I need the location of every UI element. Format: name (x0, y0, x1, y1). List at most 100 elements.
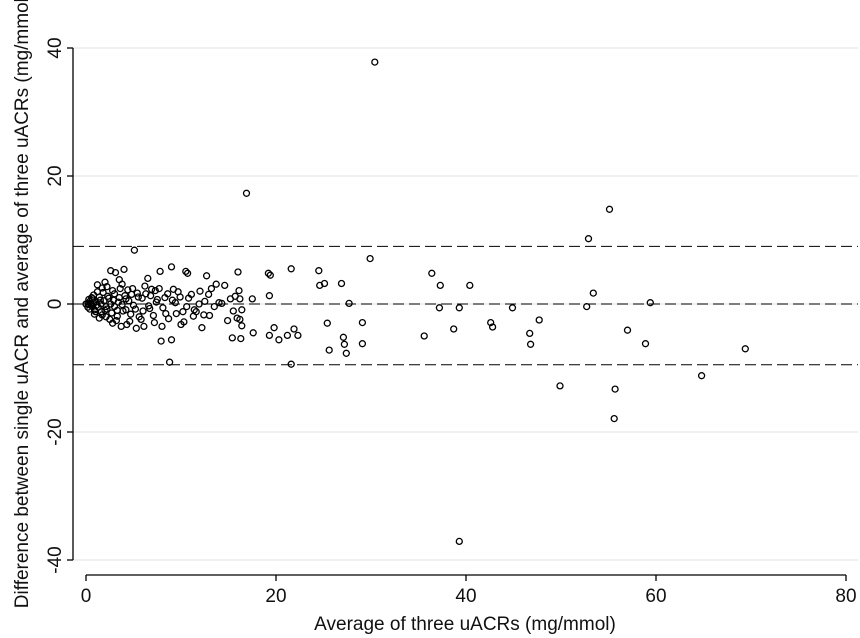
data-point (287, 265, 295, 273)
data-point (210, 302, 218, 311)
data-point (196, 287, 204, 295)
data-point (155, 284, 163, 293)
data-point (235, 286, 243, 295)
data-point (584, 235, 593, 243)
data-point (290, 325, 298, 333)
data-point (128, 284, 137, 293)
data-point (466, 281, 474, 290)
data-point (233, 314, 241, 322)
data-point (535, 316, 543, 324)
data-point (223, 316, 232, 325)
data-point (420, 332, 428, 340)
data-point (135, 313, 143, 321)
data-point (242, 189, 251, 197)
data-point (226, 295, 235, 303)
data-point (167, 336, 176, 344)
data-point (526, 329, 534, 338)
data-point (133, 289, 141, 297)
x-tick-label: 80 (835, 586, 856, 607)
reference-lines (73, 245, 858, 366)
data-point (229, 307, 237, 315)
data-point (85, 295, 93, 304)
data-point (741, 345, 749, 353)
data-point (158, 322, 166, 331)
data-point (145, 302, 153, 310)
data-point (589, 289, 597, 297)
data-point (177, 320, 185, 329)
data-point (488, 323, 497, 331)
data-point (238, 306, 246, 314)
data-point (113, 306, 121, 315)
data-point (157, 337, 165, 345)
data-point (161, 293, 169, 302)
data-point (172, 309, 180, 318)
data-point (287, 360, 295, 368)
data-point (641, 340, 650, 348)
data-point (164, 315, 173, 323)
data-point (202, 272, 211, 280)
y-tick-label: -40 (45, 546, 66, 573)
data-point (167, 263, 176, 271)
data-point (101, 278, 109, 286)
data-point (168, 296, 177, 304)
axes: -40 -20 0 20 40 0 20 40 60 80 (45, 37, 857, 607)
data-point (122, 295, 130, 303)
data-point (265, 292, 274, 300)
data-point (238, 322, 246, 330)
data-point (234, 268, 242, 276)
data-point (646, 299, 654, 307)
data-point (121, 292, 129, 300)
data-point (358, 318, 367, 327)
data-point (228, 334, 236, 342)
data-point (371, 58, 379, 66)
x-tick-label: 0 (81, 586, 92, 607)
data-point (455, 537, 463, 546)
data-point (205, 311, 214, 320)
data-point (182, 267, 190, 276)
data-point (218, 299, 226, 308)
data-point (118, 300, 126, 309)
data-point (98, 284, 106, 292)
data-point (132, 324, 140, 332)
data-point (697, 372, 706, 380)
data-point (294, 331, 302, 340)
data-point (264, 269, 273, 277)
data-point (450, 325, 458, 333)
data-point (325, 346, 333, 354)
data-point (195, 300, 203, 308)
y-tick-label: 20 (45, 165, 66, 186)
data-point (165, 358, 174, 366)
data-point (176, 293, 184, 301)
data-point (435, 304, 444, 312)
data-point (610, 414, 618, 423)
data-point (315, 267, 323, 275)
data-point (95, 314, 103, 322)
x-axis-title: Average of three uACRs (mg/mmol) (314, 614, 616, 635)
data-point (123, 320, 131, 329)
data-point (142, 290, 150, 298)
data-point (108, 319, 117, 327)
data-point (140, 322, 148, 331)
data-point (611, 385, 619, 393)
y-tick-label: 0 (45, 299, 66, 310)
data-point (508, 304, 517, 312)
y-tick-label: 40 (45, 37, 66, 58)
data-point (366, 254, 374, 263)
data-point (144, 274, 152, 283)
data-point (270, 324, 278, 332)
data-point (556, 382, 564, 390)
data-point (237, 334, 245, 343)
data-point (152, 298, 160, 306)
data-point (201, 297, 209, 306)
data-point (358, 340, 367, 348)
y-axis-title: Difference between single uACR and avera… (12, 0, 33, 608)
data-point (159, 304, 167, 312)
data-point (583, 302, 591, 311)
data-point (97, 300, 105, 308)
data-point (108, 309, 116, 317)
data-point (342, 349, 350, 357)
data-point (487, 318, 495, 327)
data-point (138, 294, 146, 302)
data-point (283, 331, 292, 340)
